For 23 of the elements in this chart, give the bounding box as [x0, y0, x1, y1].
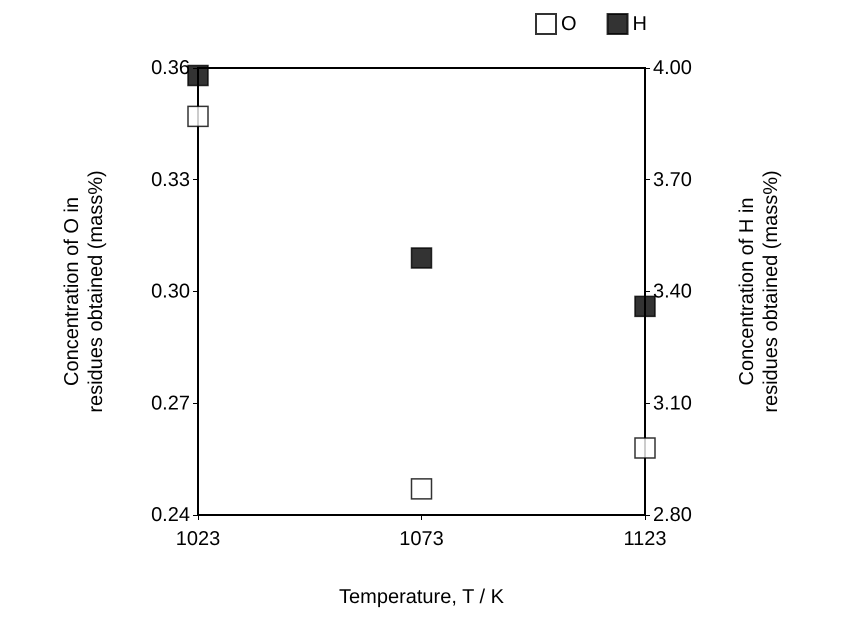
y2-tick-label: 3.70 — [653, 168, 692, 191]
y-tick-label: 0.27 — [151, 392, 190, 414]
point — [410, 247, 432, 269]
y2-tick-label: 2.80 — [653, 504, 692, 526]
point — [634, 437, 656, 459]
y-tick-label: 0.33 — [151, 168, 190, 191]
y-tick-label: 0.30 — [151, 280, 190, 302]
y2-tick-label: 3.40 — [653, 280, 692, 302]
x-tick-label: 1073 — [399, 528, 444, 550]
point — [187, 106, 209, 128]
legend-label: H — [632, 13, 648, 35]
legend-label: O — [561, 13, 577, 35]
y-tick-label: 0.24 — [151, 504, 190, 526]
point — [410, 478, 432, 500]
x-tick-label: 1123 — [623, 528, 667, 550]
y2-axis-title: Concentration of H in residues obtained (mass%) — [736, 170, 782, 413]
y-axis-title: Concentration of O in residues obtained (mass%) — [61, 170, 107, 413]
y2-tick-label: 3.10 — [653, 392, 692, 414]
y-tick-label: 0.36 — [151, 57, 190, 79]
y2-tick-label: 4.00 — [653, 57, 692, 79]
x-tick-label: 1023 — [176, 528, 220, 550]
point — [187, 64, 209, 86]
x-axis-title: Temperature, T / K — [339, 586, 505, 608]
